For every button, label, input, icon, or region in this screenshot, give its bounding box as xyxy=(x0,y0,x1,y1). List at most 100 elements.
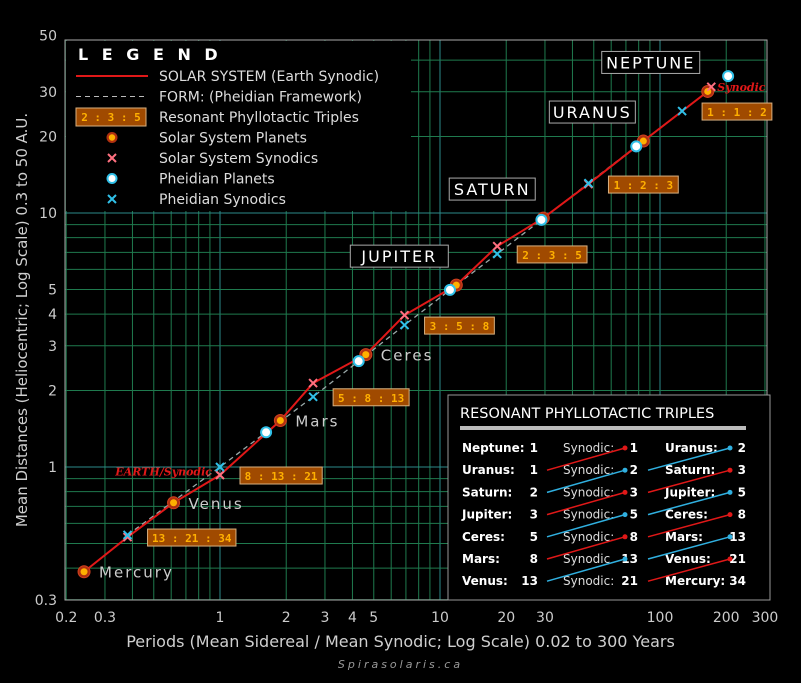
solar-planet-core xyxy=(80,568,88,576)
table-right-value: 3 xyxy=(738,463,746,477)
planet-label-box xyxy=(349,244,449,268)
table-left-value: 2 xyxy=(530,485,538,499)
planet-label: NEPTUNE xyxy=(606,53,695,72)
x-tick-label: 4 xyxy=(348,610,357,626)
x-tick-label: 30 xyxy=(536,610,554,626)
solar-planet-core xyxy=(170,499,178,507)
triple-label: 1 : 2 : 3 xyxy=(614,179,674,192)
table-arrow xyxy=(546,536,626,560)
table-right-name: Venus: xyxy=(665,552,711,566)
table-mid-value: 8 xyxy=(630,530,638,544)
credit: Spirasolaris.ca xyxy=(337,658,464,671)
x-tick-label: 0.3 xyxy=(94,610,116,626)
table-mid-label: Synodic: xyxy=(563,463,614,477)
table-right-name: Uranus: xyxy=(665,441,718,455)
table-arrow-dot xyxy=(622,445,628,451)
synodic-annotation: EARTH/Synodic xyxy=(114,466,212,479)
table-left-name: Mars: xyxy=(462,552,500,566)
planet-label-box xyxy=(601,50,701,74)
table-arrow-dot xyxy=(727,467,733,473)
triple-box xyxy=(424,316,495,335)
planet-label-box xyxy=(448,177,536,201)
pheidian-synodic-marker xyxy=(677,106,687,116)
legend-item-label: SOLAR SYSTEM (Earth Synodic) xyxy=(159,69,379,85)
table-mid-label: Synodic: xyxy=(563,530,614,544)
table-mid-label: Synodic: xyxy=(563,485,614,499)
table-mid-value: 5 xyxy=(630,508,638,522)
table-right-name: Ceres: xyxy=(665,508,708,522)
table-left-value: 3 xyxy=(530,508,538,522)
table-arrow xyxy=(647,447,731,471)
table-left-value: 1 xyxy=(530,463,538,477)
table-arrow xyxy=(647,558,731,582)
legend-item-label: FORM: (Pheidian Framework) xyxy=(159,90,362,106)
x-tick-label: 300 xyxy=(752,610,779,626)
planet-label: Ceres xyxy=(381,347,434,365)
y-tick-label: 3 xyxy=(48,339,57,355)
table-right-name: Mars: xyxy=(665,530,703,544)
planet-label-box xyxy=(548,100,636,124)
planet-label: URANUS xyxy=(553,103,632,122)
planet-label: SATURN xyxy=(454,180,531,199)
table-left-name: Uranus: xyxy=(462,463,515,477)
pheidian-planet-marker xyxy=(260,426,273,439)
table-arrow xyxy=(546,558,626,582)
solar-synodic-marker xyxy=(706,82,716,92)
pheidian-planet-marker xyxy=(443,283,456,296)
triple-label: 13 : 21 : 34 xyxy=(152,532,232,545)
table-right-name: Saturn: xyxy=(665,463,715,477)
triples-table-rule xyxy=(460,426,746,430)
table-mid-label: Synodic xyxy=(563,552,610,566)
triple-label: 8 : 13 : 21 xyxy=(245,470,318,483)
legend-item-label: Resonant Phyllotactic Triples xyxy=(159,110,359,126)
table-arrow xyxy=(546,513,626,538)
triple-label: 3 : 5 : 8 xyxy=(430,320,490,333)
triple-box xyxy=(607,175,679,194)
table-left-name: Jupiter: xyxy=(461,508,512,522)
legend-item-label: Solar System Planets xyxy=(159,131,307,147)
solar-synodic-marker xyxy=(122,532,133,542)
triple-label: 5 : 8 : 13 xyxy=(338,392,404,405)
pheidian-planet-marker xyxy=(352,355,365,368)
table-left-name: Saturn: xyxy=(462,485,512,499)
table-arrow xyxy=(546,491,626,516)
pheidian-synodic-marker xyxy=(122,530,133,540)
solar-synodic-marker xyxy=(215,470,225,480)
y-tick-label: 20 xyxy=(39,130,57,146)
triple-label: 2 : 3 : 5 xyxy=(522,249,582,262)
table-left-value: 13 xyxy=(521,574,538,588)
planet-label: JUPITER xyxy=(360,247,437,266)
table-arrow xyxy=(647,491,731,516)
y-tick-label: 0.3 xyxy=(35,593,57,609)
table-right-value: 8 xyxy=(738,508,746,522)
table-arrow-dot xyxy=(622,512,628,518)
table-mid-value: 2 xyxy=(630,463,638,477)
y-tick-label: 1 xyxy=(48,460,57,476)
triples-table-title: RESONANT PHYLLOTACTIC TRIPLES xyxy=(460,406,714,422)
legend-title: L E G E N D xyxy=(78,45,222,64)
legend-item-label: Solar System Synodics xyxy=(159,151,318,167)
synodic-annotation: Synodic xyxy=(717,81,766,94)
pheidian-synodic-marker xyxy=(215,462,225,472)
table-mid-value: 13 xyxy=(621,552,638,566)
triple-box xyxy=(239,466,323,485)
x-tick-label: 10 xyxy=(431,610,449,626)
solar-planet-core xyxy=(362,351,370,359)
legend-triple-sample: 2 : 3 : 5 xyxy=(81,111,141,124)
pheidian-planet-marker xyxy=(630,140,643,153)
table-right-value: 2 xyxy=(738,441,746,455)
triple-box xyxy=(332,388,410,407)
triple-box xyxy=(701,102,773,121)
table-right-value: 34 xyxy=(729,574,746,588)
legend-solar-planet-core xyxy=(108,134,116,141)
solar-planet-core xyxy=(639,137,647,145)
y-tick-label: 50 xyxy=(39,28,57,44)
solar-synodic-marker xyxy=(399,310,410,320)
pheidian-planet-marker xyxy=(722,70,735,83)
y-tick-label: 2 xyxy=(48,384,57,400)
table-right-name: Mercury: xyxy=(665,574,725,588)
table-arrow-dot xyxy=(622,534,628,540)
table-arrow xyxy=(647,536,731,560)
y-tick-label: 10 xyxy=(39,206,57,222)
